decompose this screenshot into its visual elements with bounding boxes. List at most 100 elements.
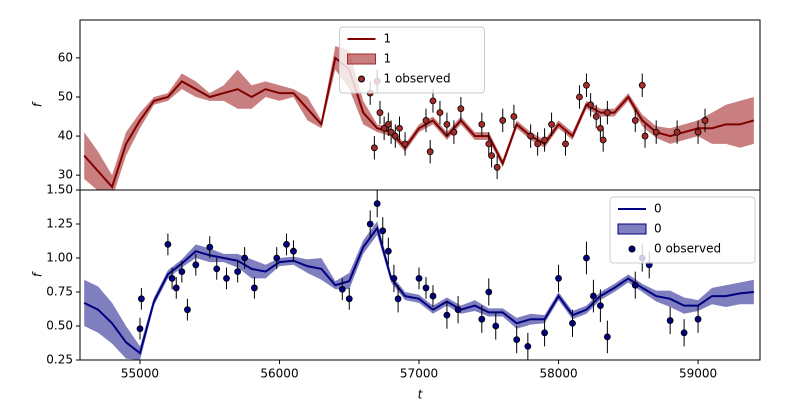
y-tick-label: 0.50 bbox=[46, 319, 73, 333]
y-tick-label: 1.50 bbox=[46, 183, 73, 197]
observed-point bbox=[450, 128, 458, 136]
observed-point bbox=[599, 136, 607, 144]
observed-point bbox=[562, 140, 569, 148]
observed-point bbox=[631, 281, 639, 289]
observed-point bbox=[527, 132, 535, 140]
observed-point bbox=[396, 124, 403, 132]
observed-point bbox=[587, 101, 595, 109]
observed-point bbox=[223, 274, 230, 282]
observed-point bbox=[485, 288, 493, 296]
observed-point bbox=[283, 240, 290, 248]
observed-point bbox=[136, 325, 144, 333]
observed-point bbox=[541, 329, 548, 337]
observed-point bbox=[548, 120, 555, 128]
observed-point bbox=[485, 140, 493, 148]
observed-point bbox=[436, 109, 444, 117]
observed-point bbox=[596, 124, 604, 132]
observed-point bbox=[373, 200, 381, 208]
observed-point bbox=[206, 243, 214, 251]
y-tick-label: 60 bbox=[58, 50, 73, 64]
observed-point bbox=[541, 136, 548, 144]
legend-label: 0 observed bbox=[654, 242, 721, 256]
observed-point bbox=[164, 240, 172, 248]
observed-point bbox=[534, 140, 542, 148]
observed-point bbox=[499, 117, 507, 124]
observed-point bbox=[576, 93, 583, 101]
y-tick-label: 40 bbox=[58, 129, 73, 143]
observed-point bbox=[443, 311, 451, 319]
observed-point bbox=[168, 274, 176, 282]
observed-point bbox=[422, 284, 430, 292]
observed-point bbox=[596, 302, 604, 310]
observed-point bbox=[701, 117, 709, 124]
observed-point bbox=[172, 284, 180, 292]
observed-point bbox=[137, 295, 145, 303]
observed-point bbox=[192, 261, 200, 269]
observed-point bbox=[376, 109, 384, 117]
y-tick-label: 30 bbox=[58, 168, 73, 182]
legend-label: 1 bbox=[384, 52, 392, 66]
observed-point bbox=[380, 124, 388, 132]
observed-point bbox=[590, 292, 597, 300]
model-line bbox=[83, 225, 754, 355]
observed-point bbox=[592, 113, 600, 120]
observed-point bbox=[241, 254, 249, 262]
observed-point bbox=[443, 120, 451, 128]
observed-point bbox=[379, 227, 387, 235]
legend-label: 0 bbox=[654, 202, 662, 216]
observed-point bbox=[513, 336, 521, 344]
observed-point bbox=[250, 284, 258, 292]
legend-patch bbox=[347, 53, 376, 65]
observed-point bbox=[273, 254, 281, 262]
observed-point bbox=[394, 295, 402, 303]
x-tick-label: 55000 bbox=[121, 367, 159, 381]
y-tick-label: 0.75 bbox=[46, 285, 73, 299]
y-tick-label: 0.25 bbox=[46, 353, 73, 367]
observed-point bbox=[338, 285, 346, 293]
observed-point bbox=[694, 315, 702, 323]
observed-point bbox=[603, 333, 611, 341]
x-tick-label: 56000 bbox=[260, 367, 298, 381]
observed-point bbox=[583, 81, 590, 89]
observed-point bbox=[366, 220, 374, 228]
x-axis-label: t bbox=[418, 388, 424, 401]
observed-point bbox=[422, 117, 430, 124]
observed-point bbox=[488, 152, 495, 160]
legend-box bbox=[339, 26, 485, 94]
axes-frame bbox=[79, 189, 761, 361]
legend-marker bbox=[628, 245, 636, 253]
observed-point bbox=[652, 128, 660, 136]
y-axis-label: f bbox=[31, 271, 45, 277]
observed-point bbox=[478, 120, 486, 128]
x-tick-label: 58000 bbox=[539, 367, 577, 381]
observed-point bbox=[478, 315, 486, 323]
legend-label: 1 observed bbox=[384, 72, 451, 86]
model-line bbox=[83, 56, 755, 189]
legend-label: 0 bbox=[654, 222, 662, 236]
observed-point bbox=[401, 140, 409, 148]
observed-point bbox=[345, 295, 353, 303]
observed-point bbox=[666, 317, 674, 324]
observed-point bbox=[555, 274, 562, 282]
x-tick-label: 59000 bbox=[679, 367, 717, 381]
observed-point bbox=[426, 148, 434, 156]
observed-point bbox=[184, 306, 191, 314]
observed-point bbox=[569, 319, 576, 327]
legend-marker bbox=[358, 75, 365, 83]
observed-point bbox=[234, 268, 242, 276]
observed-point bbox=[415, 274, 423, 282]
plot-area bbox=[83, 46, 755, 190]
observed-point bbox=[680, 329, 688, 337]
y-axis-label: f bbox=[31, 101, 45, 107]
legend-label: 1 bbox=[384, 32, 392, 46]
observed-point bbox=[524, 342, 532, 350]
observed-point bbox=[583, 254, 590, 262]
observed-point bbox=[638, 81, 646, 89]
observed-point bbox=[510, 113, 518, 120]
observed-point bbox=[370, 144, 378, 152]
observed-point bbox=[457, 105, 465, 113]
observed-point bbox=[391, 132, 399, 140]
observed-point bbox=[178, 268, 186, 276]
observed-point bbox=[454, 306, 462, 314]
